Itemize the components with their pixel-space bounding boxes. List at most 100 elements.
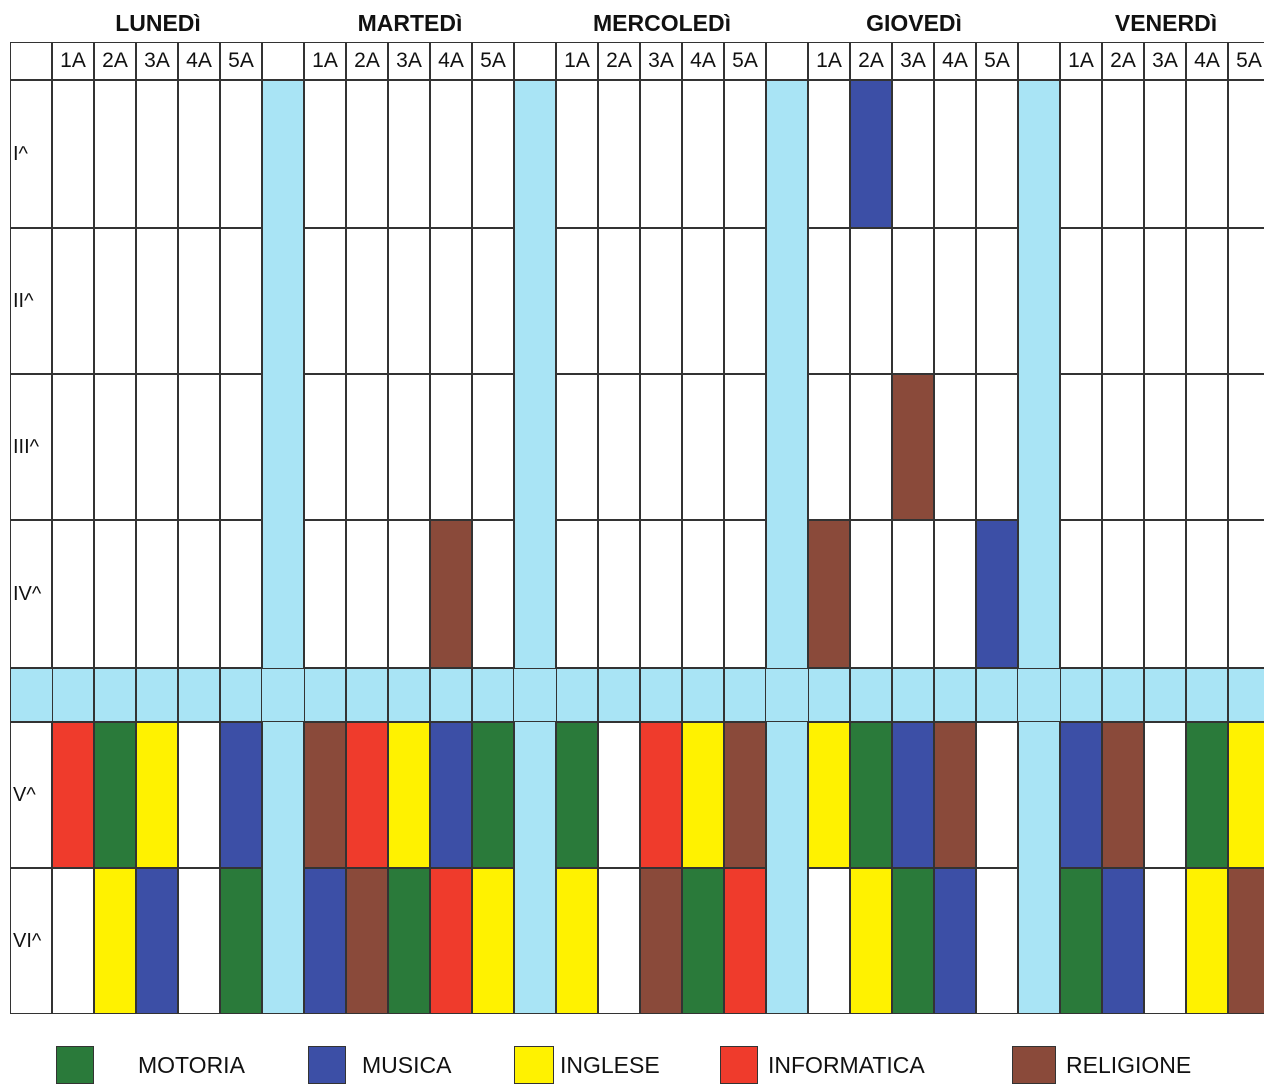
separator-header-cell [262,42,304,80]
schedule-cell [1228,228,1264,374]
schedule-cell [472,520,514,668]
schedule-cell [346,520,388,668]
schedule-cell [430,868,472,1014]
schedule-cell [556,80,598,228]
schedule-cell [52,374,94,520]
schedule-cell [94,374,136,520]
schedule-cell [388,80,430,228]
schedule-cell [94,520,136,668]
schedule-cell [1186,80,1228,228]
break-cell [808,668,850,722]
schedule-cell [808,520,850,668]
schedule-cell [304,868,346,1014]
schedule-cell [724,520,766,668]
schedule-cell [892,228,934,374]
hour-label: IV^ [10,520,52,668]
break-cell [472,668,514,722]
break-cell [1102,668,1144,722]
schedule-cell [52,80,94,228]
class-header-2a: 2A [598,42,640,80]
class-header-4a: 4A [1186,42,1228,80]
legend-item-religione: RELIGIONE [1012,1044,1191,1086]
schedule-cell [178,722,220,868]
class-header-4a: 4A [178,42,220,80]
schedule-cell [1060,722,1102,868]
schedule-cell [934,868,976,1014]
separator-header-cell [1018,42,1060,80]
schedule-cell [1144,80,1186,228]
schedule-cell [934,80,976,228]
schedule-cell [304,228,346,374]
schedule-cell [682,374,724,520]
legend-label: RELIGIONE [1066,1051,1192,1078]
legend-swatch [308,1046,346,1084]
schedule-cell [136,722,178,868]
break-cell [598,668,640,722]
schedule-cell [808,228,850,374]
legend-item-musica: MUSICA [308,1044,451,1086]
class-header-1a: 1A [304,42,346,80]
break-cell [430,668,472,722]
schedule-cell [640,374,682,520]
schedule-cell [598,722,640,868]
schedule-cell [178,868,220,1014]
schedule-cell [220,520,262,668]
schedule-cell [640,722,682,868]
class-header-5a: 5A [1228,42,1264,80]
separator-header-cell [766,42,808,80]
break-cell [1144,668,1186,722]
break-cell [724,668,766,722]
break-cell [304,668,346,722]
schedule-cell [1060,868,1102,1014]
legend-item-inglese: INGLESE [514,1044,660,1086]
schedule-cell [472,722,514,868]
hour-label: II^ [10,228,52,374]
schedule-cell [52,520,94,668]
schedule-cell [220,722,262,868]
schedule-cell [892,722,934,868]
hour-label: VI^ [10,868,52,1014]
class-header-1a: 1A [1060,42,1102,80]
class-header-1a: 1A [556,42,598,80]
day-header-friday: VENERDì [1114,10,1218,36]
legend-label: MOTORIA [138,1051,245,1078]
schedule-cell [808,722,850,868]
schedule-cell [1102,520,1144,668]
schedule-cell [346,868,388,1014]
schedule-cell [1060,520,1102,668]
break-cell [136,668,178,722]
schedule-cell [94,722,136,868]
schedule-cell [556,722,598,868]
schedule-cell [934,228,976,374]
separator-header-cell [514,42,556,80]
schedule-cell [472,374,514,520]
class-header-4a: 4A [934,42,976,80]
schedule-cell [388,374,430,520]
schedule-cell [1102,80,1144,228]
break-cell [640,668,682,722]
schedule-cell [1228,722,1264,868]
schedule-cell [640,520,682,668]
schedule-cell [430,722,472,868]
schedule-cell [1144,722,1186,868]
schedule-cell [598,374,640,520]
schedule-cell [598,868,640,1014]
class-header-4a: 4A [430,42,472,80]
break-cell [976,668,1018,722]
schedule-cell [220,868,262,1014]
class-header-5a: 5A [472,42,514,80]
break-cell [556,668,598,722]
legend-item-informatica: INFORMATICA [720,1044,925,1086]
schedule-cell [556,520,598,668]
schedule-cell [850,868,892,1014]
schedule-cell [346,722,388,868]
schedule-cell [934,520,976,668]
schedule-cell [388,868,430,1014]
hour-label: V^ [10,722,52,868]
schedule-cell [1186,228,1228,374]
schedule-cell [682,868,724,1014]
schedule-cell [52,868,94,1014]
schedule-cell [1060,228,1102,374]
schedule-cell [1102,722,1144,868]
